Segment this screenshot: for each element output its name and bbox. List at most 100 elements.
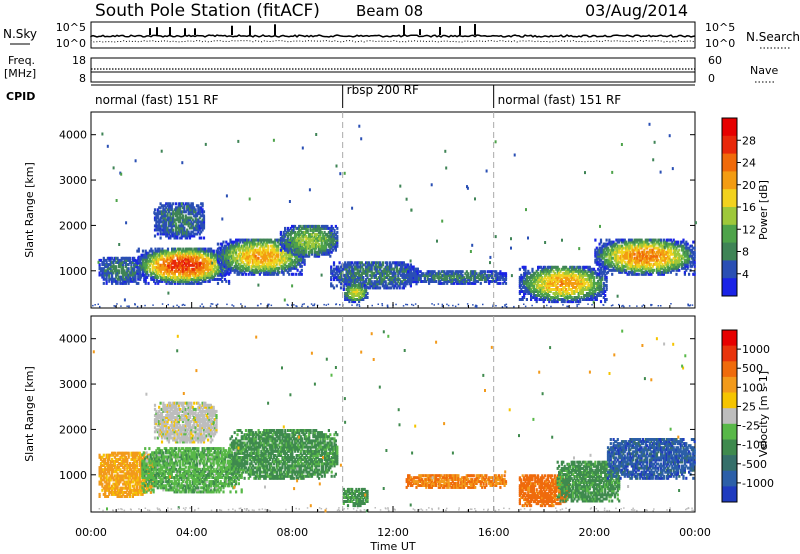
echo-cell [182,259,185,263]
echo-cell [123,273,126,277]
echo-cell [212,257,215,261]
echo-cell [172,261,175,265]
echo-cell [196,263,199,267]
echo-cell [156,232,159,236]
echo-cell [155,275,158,279]
echo-cell [143,253,146,257]
echo-cell [162,265,165,269]
echo-cell [123,271,126,275]
echo-cell [126,263,129,267]
echo-cell [148,269,151,273]
echo-cell [133,279,136,283]
echo-cell [153,275,156,279]
echo-cell [139,277,142,281]
echo-cell [179,263,182,267]
echo-cell [143,261,146,265]
echo-cell [186,277,189,281]
echo-cell [168,255,171,259]
echo-cell [194,253,197,257]
echo-cell [115,267,118,271]
echo-cell [173,263,176,267]
echo-cell [176,277,179,281]
echo-cell [182,265,185,269]
echo-cell [191,202,194,206]
echo-cell [148,267,151,271]
echo-cell [611,272,614,276]
echo-cell [201,265,204,269]
echo-cell [115,273,118,277]
echo-cell [279,248,282,252]
echo-cell [128,279,132,283]
echo-cell [161,265,164,269]
echo-cell [212,275,215,279]
echo-cell [210,247,213,251]
echo-cell [127,256,130,260]
echo-cell [204,257,207,261]
nave-label: Nave [750,64,778,77]
echo-cell [194,247,197,251]
echo-cell [151,267,154,271]
echo-cell [204,247,207,251]
echo-cell [267,244,270,248]
echo-cell [212,251,215,255]
echo-cell [160,214,164,218]
echo-cell [184,259,188,263]
echo-cell [212,263,215,267]
echo-cell [102,273,105,277]
echo-cell [159,269,163,273]
echo-cell [210,273,213,277]
echo-cell [300,268,303,272]
echo-cell [204,249,207,253]
echo-cell [122,267,125,271]
echo-cell [157,249,160,253]
echo-cell [153,234,157,238]
echo-cell [194,267,197,271]
echo-cell [112,267,115,271]
echo-cell [166,263,170,267]
echo-cell [197,275,200,279]
echo-cell [226,269,229,273]
echo-cell [158,279,161,283]
echo-cell [336,234,339,238]
echo-cell [200,277,203,281]
echo-cell [204,277,207,281]
echo-cell [208,261,211,265]
echo-cell [153,261,156,265]
echo-cell [150,271,153,275]
echo-cell [198,261,201,265]
echo-cell [171,253,174,257]
echo-cell [183,261,186,265]
echo-cell [140,275,143,279]
echo-cell [204,253,207,257]
echo-cell [214,255,217,259]
echo-cell [186,273,189,277]
echo-cell [111,271,114,275]
echo-cell [190,271,193,275]
echo-cell [197,247,200,251]
echo-cell [119,258,122,262]
echo-cell [169,253,172,257]
echo-cell [203,275,206,279]
echo-cell [140,265,143,269]
echo-cell [117,261,121,264]
echo-cell [150,255,153,259]
echo-cell [109,269,112,273]
echo-cell [189,247,192,251]
echo-cell [158,257,161,261]
echo-cell [300,264,303,268]
echo-cell [189,257,192,261]
echo-cell [157,257,160,261]
echo-cell [218,277,221,281]
echo-cell [216,273,220,277]
echo-cell [171,251,174,255]
echo-cell [279,230,282,234]
echo-cell [214,261,217,265]
echo-cell [159,249,163,253]
echo-cell [166,275,170,279]
echo-cell [148,253,151,257]
echo-cell [191,257,195,261]
echo-cell [169,257,172,261]
echo-cell [161,277,164,281]
echo-cell [198,247,201,251]
